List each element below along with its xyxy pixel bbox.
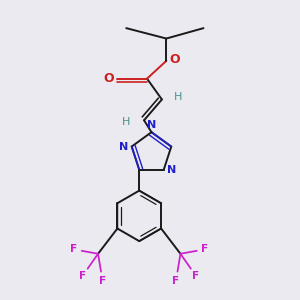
- Text: F: F: [201, 244, 208, 254]
- Text: H: H: [174, 92, 182, 101]
- Text: O: O: [169, 53, 180, 66]
- Text: F: F: [79, 271, 86, 281]
- Text: N: N: [119, 142, 128, 152]
- Text: H: H: [122, 117, 130, 127]
- Text: F: F: [70, 244, 77, 254]
- Text: O: O: [104, 72, 114, 85]
- Text: N: N: [167, 165, 177, 175]
- Text: N: N: [147, 120, 156, 130]
- Text: F: F: [172, 275, 180, 286]
- Text: F: F: [99, 275, 106, 286]
- Text: F: F: [193, 271, 200, 281]
